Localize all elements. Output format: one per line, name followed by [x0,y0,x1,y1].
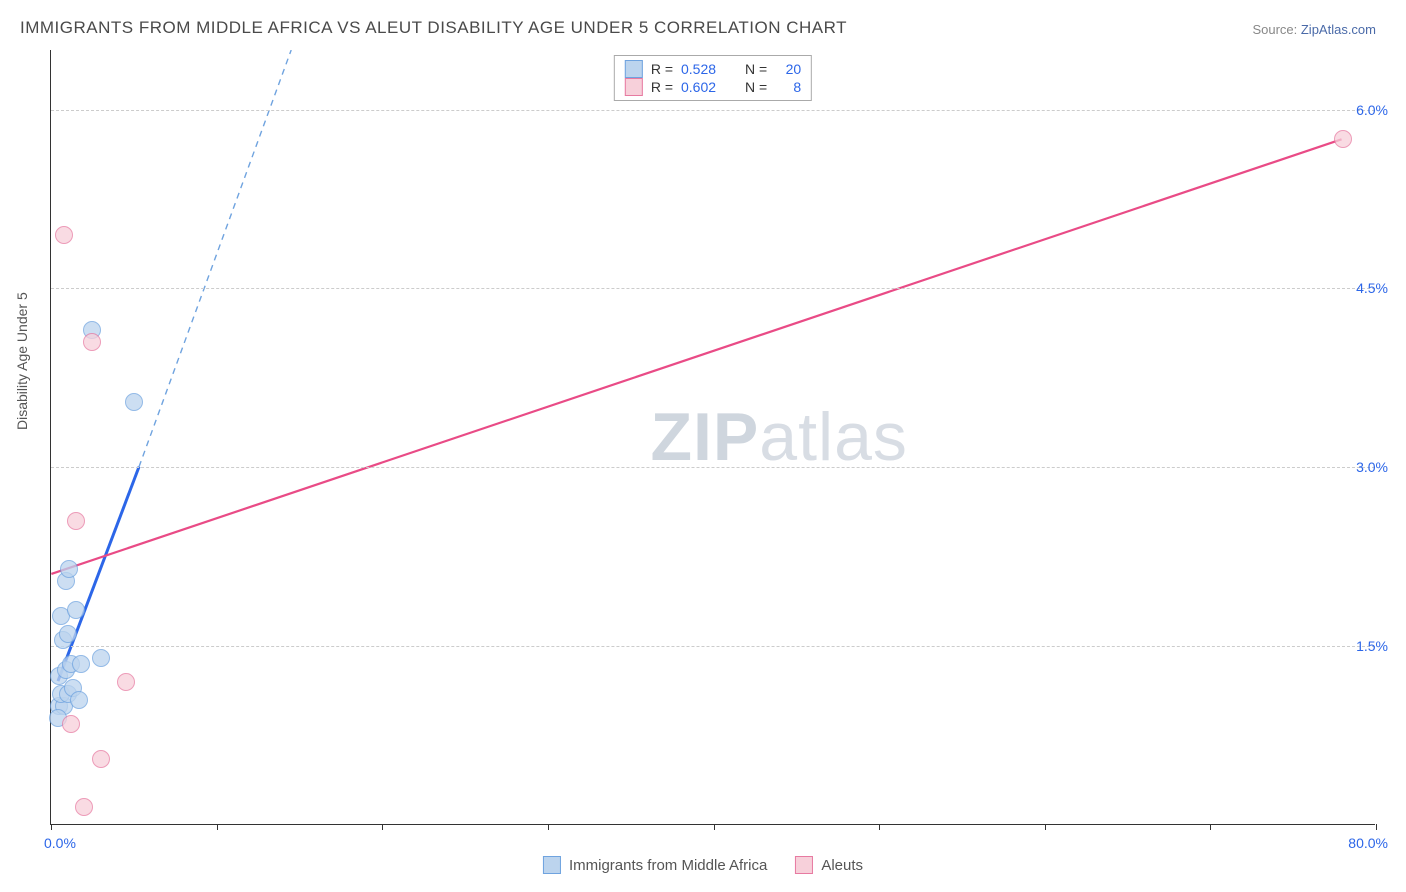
x-tick [217,824,218,830]
gridline-horizontal [51,467,1375,468]
n-value: 8 [775,79,801,95]
data-point [83,333,101,351]
watermark-bold: ZIP [650,399,759,475]
y-tick-label: 4.5% [1356,280,1388,296]
legend-swatch [543,856,561,874]
data-point [67,601,85,619]
data-point [55,226,73,244]
legend-row: R = 0.528 N = 20 [625,60,801,78]
data-point [1334,130,1352,148]
chart-title: IMMIGRANTS FROM MIDDLE AFRICA VS ALEUT D… [20,18,847,38]
x-axis-max-label: 80.0% [1348,835,1388,851]
y-tick-label: 6.0% [1356,102,1388,118]
r-value: 0.528 [681,61,733,77]
correlation-legend: R = 0.528 N = 20 R = 0.602 N = 8 [614,55,812,101]
y-axis-label: Disability Age Under 5 [14,292,30,430]
gridline-horizontal [51,646,1375,647]
watermark-light: atlas [759,399,908,475]
x-tick [879,824,880,830]
y-tick-label: 1.5% [1356,638,1388,654]
legend-label: Aleuts [821,857,863,874]
x-tick [382,824,383,830]
legend-swatch [625,60,643,78]
n-value: 20 [775,61,801,77]
data-point [75,798,93,816]
data-point [70,691,88,709]
data-point [92,649,110,667]
watermark: ZIPatlas [650,398,907,476]
data-point [72,655,90,673]
data-point [67,512,85,530]
legend-label: Immigrants from Middle Africa [569,857,767,874]
x-tick [1210,824,1211,830]
r-label: R = [651,61,673,77]
series-legend: Immigrants from Middle Africa Aleuts [543,856,863,874]
x-tick [51,824,52,830]
r-label: R = [651,79,673,95]
source-link[interactable]: ZipAtlas.com [1301,22,1376,37]
data-point [62,715,80,733]
legend-item: Immigrants from Middle Africa [543,856,767,874]
legend-swatch [625,78,643,96]
r-value: 0.602 [681,79,733,95]
y-tick-label: 3.0% [1356,459,1388,475]
data-point [117,673,135,691]
trend-lines [51,50,1375,824]
legend-swatch [795,856,813,874]
n-label: N = [745,61,767,77]
x-tick [548,824,549,830]
gridline-horizontal [51,110,1375,111]
source-label: Source: [1252,22,1300,37]
legend-item: Aleuts [795,856,863,874]
x-axis-min-label: 0.0% [44,835,76,851]
x-tick [1376,824,1377,830]
x-tick [1045,824,1046,830]
source-attribution: Source: ZipAtlas.com [1252,22,1376,37]
plot-area: ZIPatlas R = 0.528 N = 20 R = 0.602 N = 8 [50,50,1375,825]
data-point [125,393,143,411]
gridline-horizontal [51,288,1375,289]
data-point [59,625,77,643]
n-label: N = [745,79,767,95]
x-tick [714,824,715,830]
legend-row: R = 0.602 N = 8 [625,78,801,96]
data-point [92,750,110,768]
data-point [60,560,78,578]
